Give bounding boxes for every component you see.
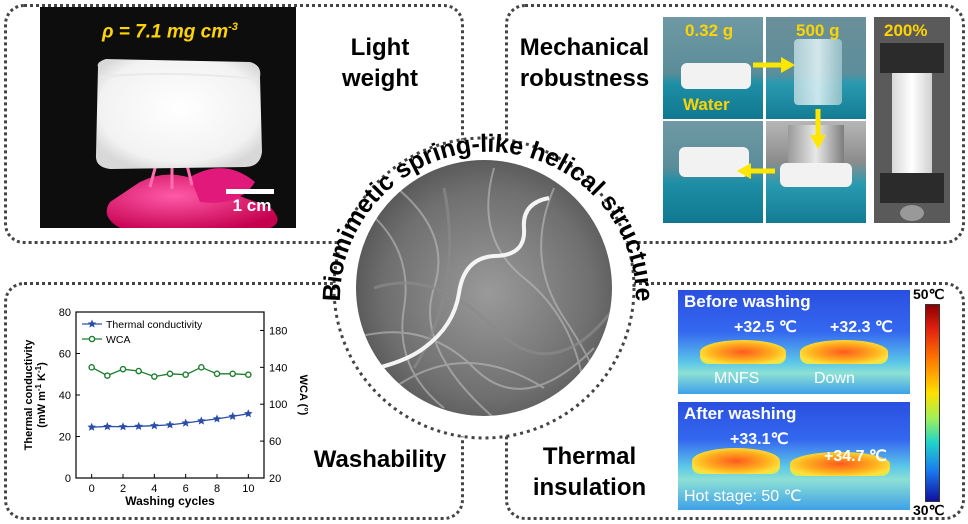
data-point-thermal-conductivity <box>134 421 143 430</box>
data-point-thermal-conductivity <box>197 416 206 425</box>
weight-small-label: 0.32 g <box>685 21 734 40</box>
arrow-down-icon <box>810 109 826 149</box>
x-tick-label: 10 <box>242 483 254 495</box>
data-point-thermal-conductivity <box>228 411 237 420</box>
legend-marker-circle <box>88 335 96 343</box>
data-point-thermal-conductivity <box>118 422 128 431</box>
scale-bar-label: 1 cm <box>232 196 272 215</box>
data-point-wca <box>104 372 111 379</box>
aerogel-sample-illustration <box>95 59 278 228</box>
before-temp-down: +32.3 ℃ <box>830 319 893 336</box>
data-point-wca <box>229 370 236 378</box>
stretch-photo: 200% <box>874 17 950 223</box>
data-point-wca <box>135 367 142 375</box>
x-tick-label: 4 <box>151 483 157 495</box>
washability-chart: 0 20 40 60 80 20 60 100 140 180 0 2 4 6 8 10 Washing cyc… <box>23 307 308 508</box>
thermal-image-before: Before washing +32.5 ℃ +32.3 ℃ MNFS Down <box>678 290 910 394</box>
down-label: Down <box>814 370 855 387</box>
strain-label: 200% <box>884 21 928 40</box>
before-washing-title: Before washing <box>684 292 811 311</box>
thermal-insulation-label: Thermal insulation <box>532 441 647 503</box>
scale-min-label: 30℃ <box>913 502 945 518</box>
thermal-image-after: After washing +33.1℃ +34.7 ℃ Hot stage: … <box>678 402 910 510</box>
left-tick-label: 80 <box>59 307 71 319</box>
arrow-right-icon <box>753 57 795 73</box>
data-point-wca <box>88 364 95 371</box>
light-weight-label: Light weight <box>325 32 435 94</box>
helical-structure-figure: Biomimetic spring-like helical structure <box>318 130 658 440</box>
photo-compressed <box>766 121 866 223</box>
data-point-wca <box>166 370 174 378</box>
data-point-thermal-conductivity <box>103 422 112 431</box>
panel-light-weight <box>4 4 464 244</box>
data-point-thermal-conductivity <box>150 421 159 430</box>
photo-500g: 500 g <box>766 17 866 119</box>
x-tick-label: 6 <box>183 483 189 495</box>
x-tick-label: 8 <box>214 483 220 495</box>
left-axis-label-line2: (mW m-1 K-1) <box>34 362 49 428</box>
weight-large-label: 500 g <box>796 21 840 40</box>
data-point-wca <box>198 364 205 371</box>
arrows-overlay <box>737 57 826 179</box>
scale-max-label: 50℃ <box>913 286 945 302</box>
left-tick-label: 20 <box>59 432 71 444</box>
helical-fiber <box>363 196 550 373</box>
washability-label: Washability <box>313 446 447 473</box>
after-temp-mnfs: +33.1℃ <box>730 431 789 448</box>
left-tick-label: 40 <box>59 390 71 402</box>
mechanical-robustness-label: Mechanical robustness <box>512 32 657 94</box>
data-point-thermal-conductivity <box>244 409 253 418</box>
data-point-thermal-conductivity <box>212 414 222 423</box>
data-point-thermal-conductivity <box>165 420 175 429</box>
right-tick-label: 180 <box>269 325 287 337</box>
data-point-wca <box>119 365 127 373</box>
data-point-wca <box>245 371 252 379</box>
mechanical-label-line1: Mechanical <box>519 34 650 61</box>
before-temp-mnfs: +32.5 ℃ <box>734 319 797 336</box>
right-tick-label: 20 <box>269 473 281 485</box>
after-washing-title: After washing <box>684 404 797 423</box>
photo-0.32g: 0.32 g Water <box>663 17 763 119</box>
sem-image <box>356 160 612 416</box>
light-weight-photo: ρ = 7.1 mg cm-3 1 cm <box>40 7 296 228</box>
data-point-wca <box>213 370 221 378</box>
x-tick-label: 2 <box>120 483 126 495</box>
x-tick-label: 0 <box>89 483 95 495</box>
left-axis-label-line1: Thermal conductivity <box>23 339 35 451</box>
water-label: Water <box>683 95 730 114</box>
temperature-scale-bar <box>925 304 940 502</box>
hot-stage-label: Hot stage: 50 ℃ <box>684 488 802 505</box>
data-point-wca <box>182 371 189 379</box>
legend-label: Thermal conductivity <box>106 319 203 331</box>
mnfs-label: MNFS <box>714 370 760 387</box>
x-axis-label: Washing cycles <box>125 494 215 508</box>
right-axis-label: WCA (°) <box>297 375 308 416</box>
light-weight-label-line1: Light <box>350 34 410 61</box>
right-tick-label: 140 <box>269 362 287 374</box>
after-temp-down: +34.7 ℃ <box>824 448 887 465</box>
arrow-left-icon <box>737 163 775 179</box>
plot-frame <box>75 311 265 479</box>
legend-marker-star <box>87 319 97 328</box>
right-tick-label: 60 <box>269 436 281 448</box>
thermal-label-line2: insulation <box>532 474 647 501</box>
scale-bar-line <box>226 189 274 194</box>
data-point-thermal-conductivity <box>87 422 96 431</box>
right-tick-label: 100 <box>269 399 287 411</box>
density-label: ρ = 7.1 mg cm-3 <box>102 21 238 43</box>
legend-label: WCA <box>106 334 131 346</box>
scale-bar: 1 cm <box>224 189 280 219</box>
light-weight-label-line2: weight <box>342 65 418 92</box>
panel-mechanical-robustness <box>505 4 965 244</box>
compression-photo-grid: 0.32 g Water 500 g <box>663 17 866 223</box>
mechanical-label-line2: robustness <box>519 65 650 92</box>
data-point-wca <box>151 373 158 380</box>
thermal-label-line1: Thermal <box>542 443 637 470</box>
left-tick-label: 60 <box>59 349 71 361</box>
data-point-thermal-conductivity <box>181 418 190 427</box>
left-tick-label: 0 <box>65 473 71 485</box>
